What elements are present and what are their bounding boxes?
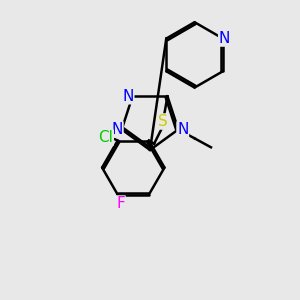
Text: F: F (116, 196, 125, 211)
Text: N: N (122, 89, 134, 104)
Text: N: N (112, 122, 123, 137)
Text: N: N (177, 122, 188, 137)
Text: S: S (158, 114, 168, 129)
Text: Cl: Cl (98, 130, 113, 145)
Text: N: N (219, 31, 230, 46)
